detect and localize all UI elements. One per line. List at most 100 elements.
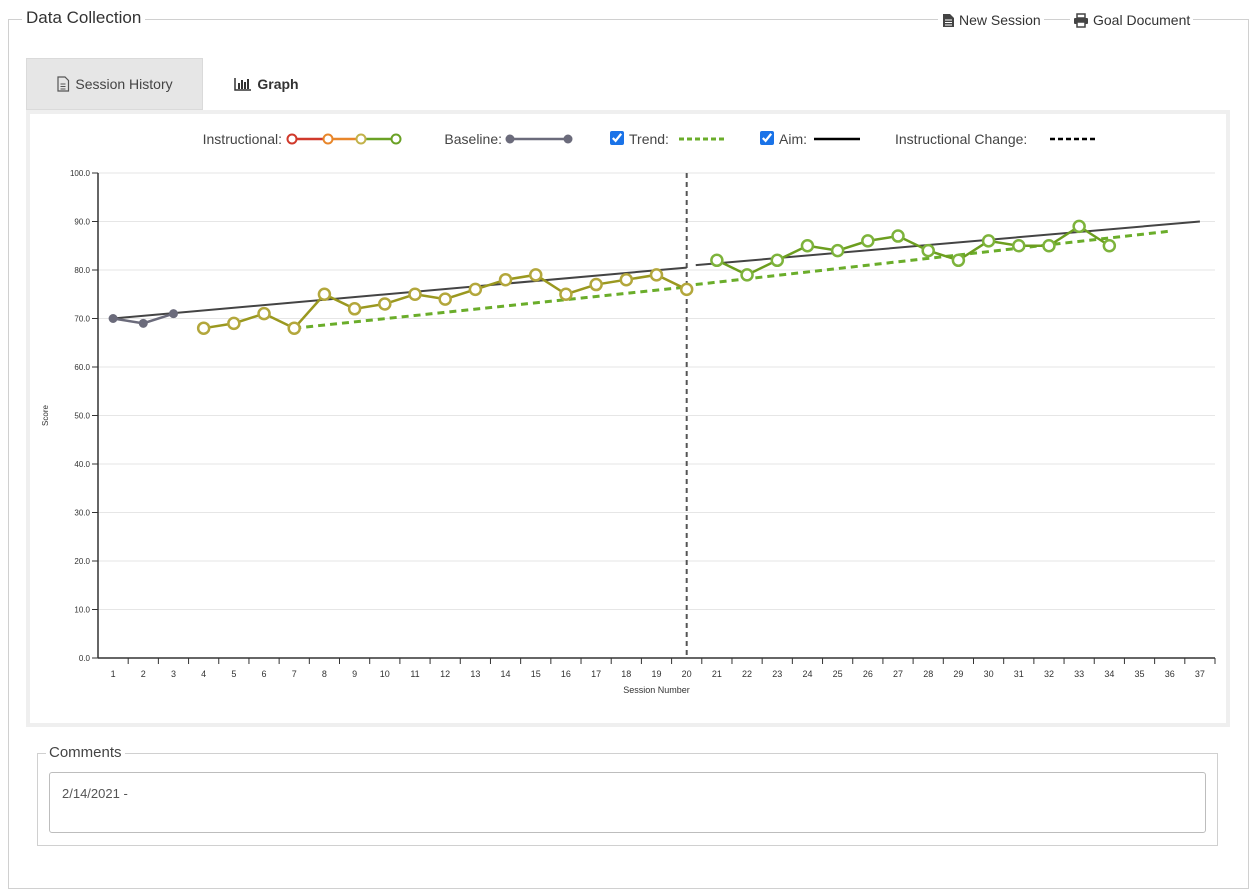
data-point [108,314,118,323]
y-tick-label: 70.0 [74,315,90,324]
x-tick-label: 36 [1165,669,1175,679]
trend-line [695,229,1170,287]
print-icon [1074,12,1088,28]
x-tick-label: 29 [953,669,963,679]
tab-label: Session History [75,76,173,92]
data-point [861,234,875,248]
x-tick-label: 32 [1044,669,1054,679]
data-point [740,268,754,282]
data-point [347,302,362,316]
data-point [649,268,664,282]
data-point [138,318,148,328]
action-label: Goal Document [1093,12,1191,28]
data-point [1102,239,1117,253]
tab-icon [57,76,70,92]
comments-textarea[interactable]: 2/14/2021 - [49,772,1206,833]
data-point [227,316,241,331]
data-point [257,306,271,321]
x-tick-label: 14 [501,669,511,679]
tab[interactable]: Graph [207,58,326,110]
y-tick-label: 80.0 [74,266,90,275]
legend-label: Instructional Change: [895,131,1027,147]
x-tick-label: 11 [410,669,419,679]
y-tick-label: 100.0 [70,169,91,178]
y-tick-label: 60.0 [74,363,90,372]
data-point [528,268,543,282]
x-tick-label: 15 [531,669,541,679]
x-tick-label: 3 [171,669,176,679]
legend-icon [563,134,573,144]
data-point [168,309,178,319]
x-tick-label: 16 [561,669,571,679]
document-icon [943,13,954,27]
data-point [378,297,392,311]
data-point [619,272,634,287]
data-point [770,253,785,268]
trend-line [294,285,687,330]
goal-document-button[interactable]: Goal Document [1070,12,1194,28]
data-point [1072,219,1086,234]
data-point [800,239,815,253]
legend-icon [505,134,515,144]
legend-icon [286,133,298,145]
data-point [498,272,513,287]
x-tick-label: 35 [1135,669,1145,679]
legend-icon [355,133,367,145]
data-point [559,287,573,301]
data-point [287,321,301,335]
comments-title: Comments [46,744,125,761]
x-tick-label: 21 [712,669,722,679]
x-tick-label: 18 [621,669,631,679]
data-point [589,277,603,292]
data-point [830,243,845,258]
data-point [891,229,905,243]
x-tick-label: 10 [380,669,390,679]
y-tick-label: 40.0 [74,460,90,469]
data-point [1012,239,1026,253]
x-tick-label: 5 [231,669,236,679]
aim-checkbox[interactable] [760,131,774,145]
x-tick-label: 28 [923,669,933,679]
tab-label: Graph [257,76,299,92]
legend-icon [322,133,334,145]
x-tick-label: 26 [863,669,873,679]
y-tick-label: 10.0 [74,606,90,615]
data-point [679,282,694,297]
tab[interactable]: Session History [26,58,203,110]
x-tick-label: 23 [772,669,782,679]
data-point [408,287,422,301]
y-tick-label: 20.0 [74,557,90,566]
x-tick-label: 4 [201,669,206,679]
legend-label: Instructional: [203,131,282,147]
x-tick-label: 12 [440,669,450,679]
data-point [196,321,211,335]
x-tick-label: 6 [262,669,267,679]
x-tick-label: 2 [141,669,146,679]
x-tick-label: 22 [742,669,752,679]
x-tick-label: 7 [292,669,297,679]
data-point [981,234,996,248]
x-tick-label: 17 [591,669,601,679]
x-tick-label: 20 [682,669,692,679]
section-title: Data Collection [22,8,146,28]
legend-label: Trend: [629,131,669,147]
x-tick-label: 30 [984,669,994,679]
new-session-button[interactable]: New Session [938,12,1044,28]
x-tick-label: 9 [352,669,357,679]
tab-icon [234,78,252,91]
data-point [710,253,724,268]
aim-line [113,266,687,320]
chart: 0.0 10.0 20.0 30.0 40.0 50.0 60.0 70.0 80.0 90.0 1… [41,131,1216,695]
x-tick-label: 25 [833,669,843,679]
data-point [468,282,483,297]
legend-label: Aim: [779,131,807,147]
x-tick-label: 13 [470,669,480,679]
data-point [951,253,966,268]
comments-fieldset [37,753,1218,846]
x-tick-label: 19 [651,669,661,679]
graph-panel [26,110,1230,727]
trend-checkbox[interactable] [610,131,624,145]
data-point [1042,239,1056,253]
y-tick-label: 50.0 [74,412,90,421]
